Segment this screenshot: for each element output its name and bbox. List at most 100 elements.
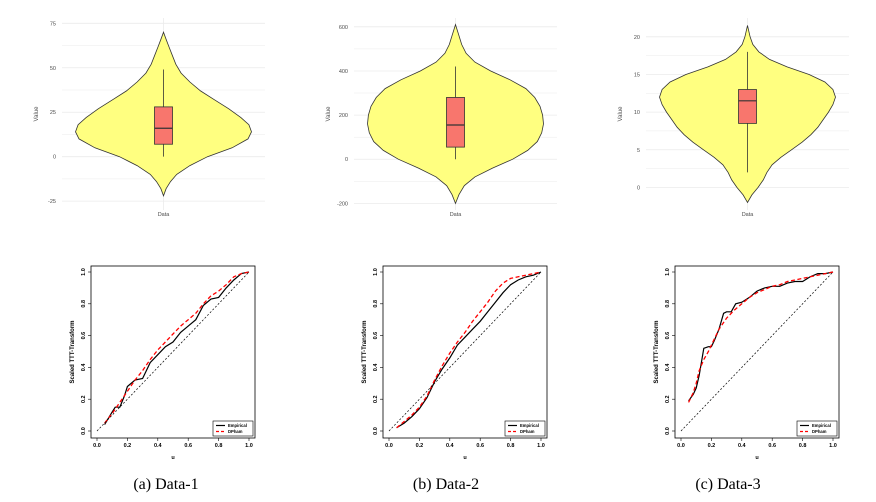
y-tick-label: 0.2: [373, 395, 379, 403]
y-tick-label: 0: [345, 157, 348, 163]
diagonal-reference-line: [680, 271, 834, 432]
x-tick-label: 0.6: [768, 443, 776, 449]
plot-frame: [90, 265, 256, 439]
dpham-line: [104, 271, 250, 424]
box-iqr: [446, 97, 465, 148]
ttt-panel-c: 0.0 0.2 0.4 0.6 0.8 1.0 0.0 0.2 0.4 0.6 0.8 1.0 u Sca…: [584, 255, 876, 470]
y-tick-label: 20: [634, 35, 640, 41]
x-axis-label: u: [171, 455, 174, 461]
dpham-line: [688, 271, 834, 403]
x-category-label: Data: [158, 212, 171, 218]
y-tick-label: 0.0: [373, 427, 379, 435]
y-tick-label: 1.0: [81, 268, 87, 276]
diagonal-reference-line: [96, 271, 250, 432]
y-tick-label: 0.8: [81, 300, 87, 308]
y-tick-label: 0.0: [81, 427, 87, 435]
y-tick-label: 50: [50, 66, 56, 72]
y-axis-label: Scaled TTT-Transform: [654, 320, 660, 383]
y-tick-label: -25: [48, 199, 56, 205]
y-tick-label: 75: [50, 21, 56, 27]
y-tick-label: 5: [637, 148, 640, 154]
legend-label-empirical: Empirical: [520, 423, 539, 428]
y-axis-label: Scaled TTT-Transform: [70, 320, 76, 383]
legend-label-empirical: Empirical: [812, 423, 831, 428]
y-tick-label: 0: [53, 155, 56, 161]
x-tick-label: 0.2: [708, 443, 716, 449]
legend-label-dpham: DPham: [228, 429, 243, 434]
dpham-line: [396, 271, 542, 429]
ttt-chart-c: 0.0 0.2 0.4 0.6 0.8 1.0 0.0 0.2 0.4 0.6 0.8 1.0 u Sca…: [654, 265, 840, 461]
empirical-line: [104, 271, 250, 425]
y-tick-label: 25: [50, 110, 56, 116]
y-tick-label: 0.2: [665, 395, 671, 403]
y-tick-label: 0.4: [81, 363, 87, 372]
y-tick-label: 0.6: [373, 332, 379, 340]
legend-label-dpham: DPham: [520, 429, 535, 434]
box-iqr: [154, 106, 173, 145]
caption-c: (c) Data-3: [695, 476, 761, 493]
y-tick-label: 1.0: [665, 268, 671, 276]
caption-a: (a) Data-1: [133, 476, 199, 493]
plot-frame: [674, 265, 840, 439]
legend-box: [212, 420, 254, 437]
x-tick-label: 0.2: [124, 443, 132, 449]
y-axis-label: Value: [618, 106, 624, 122]
y-axis-label: Scaled TTT-Transform: [362, 320, 368, 383]
y-axis-label: Value: [34, 106, 40, 122]
legend-label-dpham: DPham: [812, 429, 827, 434]
x-tick-label: 0.4: [738, 443, 747, 449]
y-tick-label: 400: [339, 69, 348, 75]
y-tick-label: 0.4: [665, 363, 671, 372]
caption-b: (b) Data-2: [412, 476, 480, 493]
y-tick-label: 0.8: [665, 300, 671, 308]
x-tick-label: 0.0: [385, 443, 393, 449]
ttt-chart-a: 0.0 0.2 0.4 0.6 0.8 1.0 0.0 0.2 0.4 0.6 0.8 1.0 u Sca…: [70, 265, 256, 461]
y-tick-label: 0: [637, 185, 640, 191]
x-tick-label: 0.0: [93, 443, 101, 449]
ttt-panel-a: 0.0 0.2 0.4 0.6 0.8 1.0 0.0 0.2 0.4 0.6 0.8 1.0 u Sca…: [0, 255, 292, 470]
x-tick-label: 0.6: [476, 443, 484, 449]
empirical-line: [688, 271, 834, 402]
y-tick-label: 15: [634, 72, 640, 78]
x-tick-label: 1.0: [245, 443, 253, 449]
x-category-label: Data: [742, 212, 755, 218]
x-tick-label: 1.0: [537, 443, 545, 449]
x-tick-label: 0.8: [799, 443, 807, 449]
x-tick-label: 0.6: [184, 443, 192, 449]
x-category-label: Data: [450, 212, 463, 218]
y-tick-label: 600: [339, 25, 348, 31]
x-tick-label: 0.4: [154, 443, 163, 449]
x-tick-label: 0.8: [215, 443, 223, 449]
y-tick-label: 10: [634, 110, 640, 116]
violin-panel-a: -25 0 25 50 75 Value Data: [0, 0, 292, 230]
y-tick-label: 0.8: [373, 300, 379, 308]
x-tick-label: 0.8: [507, 443, 515, 449]
y-tick-label: 1.0: [373, 268, 379, 276]
legend-label-empirical: Empirical: [228, 423, 247, 428]
x-tick-label: 1.0: [829, 443, 837, 449]
ttt-panel-b: 0.0 0.2 0.4 0.6 0.8 1.0 0.0 0.2 0.4 0.6 0.8 1.0 u Sca…: [292, 255, 584, 470]
ttt-chart-b: 0.0 0.2 0.4 0.6 0.8 1.0 0.0 0.2 0.4 0.6 0.8 1.0 u Sca…: [362, 265, 548, 461]
y-tick-label: 0.6: [81, 332, 87, 340]
x-tick-label: 0.2: [416, 443, 424, 449]
violin-panel-b: -200 0 200 400 600 Value Data: [292, 0, 584, 230]
diagonal-reference-line: [388, 271, 542, 432]
y-axis-label: Value: [326, 106, 332, 122]
legend-box: [796, 420, 838, 437]
box-iqr: [738, 89, 757, 124]
empirical-line: [396, 271, 542, 429]
y-tick-label: 0.6: [665, 332, 671, 340]
x-tick-label: 0.4: [446, 443, 455, 449]
x-tick-label: 0.0: [677, 443, 685, 449]
y-tick-label: -200: [337, 201, 348, 207]
violin-chart-c: 0 5 10 15 20 Value Data: [618, 18, 849, 218]
x-axis-label: u: [463, 455, 466, 461]
x-axis-label: u: [755, 455, 758, 461]
violin-chart-a: -25 0 25 50 75 Value Data: [34, 18, 265, 218]
plot-frame: [382, 265, 548, 439]
y-tick-label: 200: [339, 113, 348, 119]
legend-box: [504, 420, 546, 437]
violin-panel-c: 0 5 10 15 20 Value Data: [584, 0, 876, 230]
violin-chart-b: -200 0 200 400 600 Value Data: [326, 18, 557, 218]
y-tick-label: 0.0: [665, 427, 671, 435]
